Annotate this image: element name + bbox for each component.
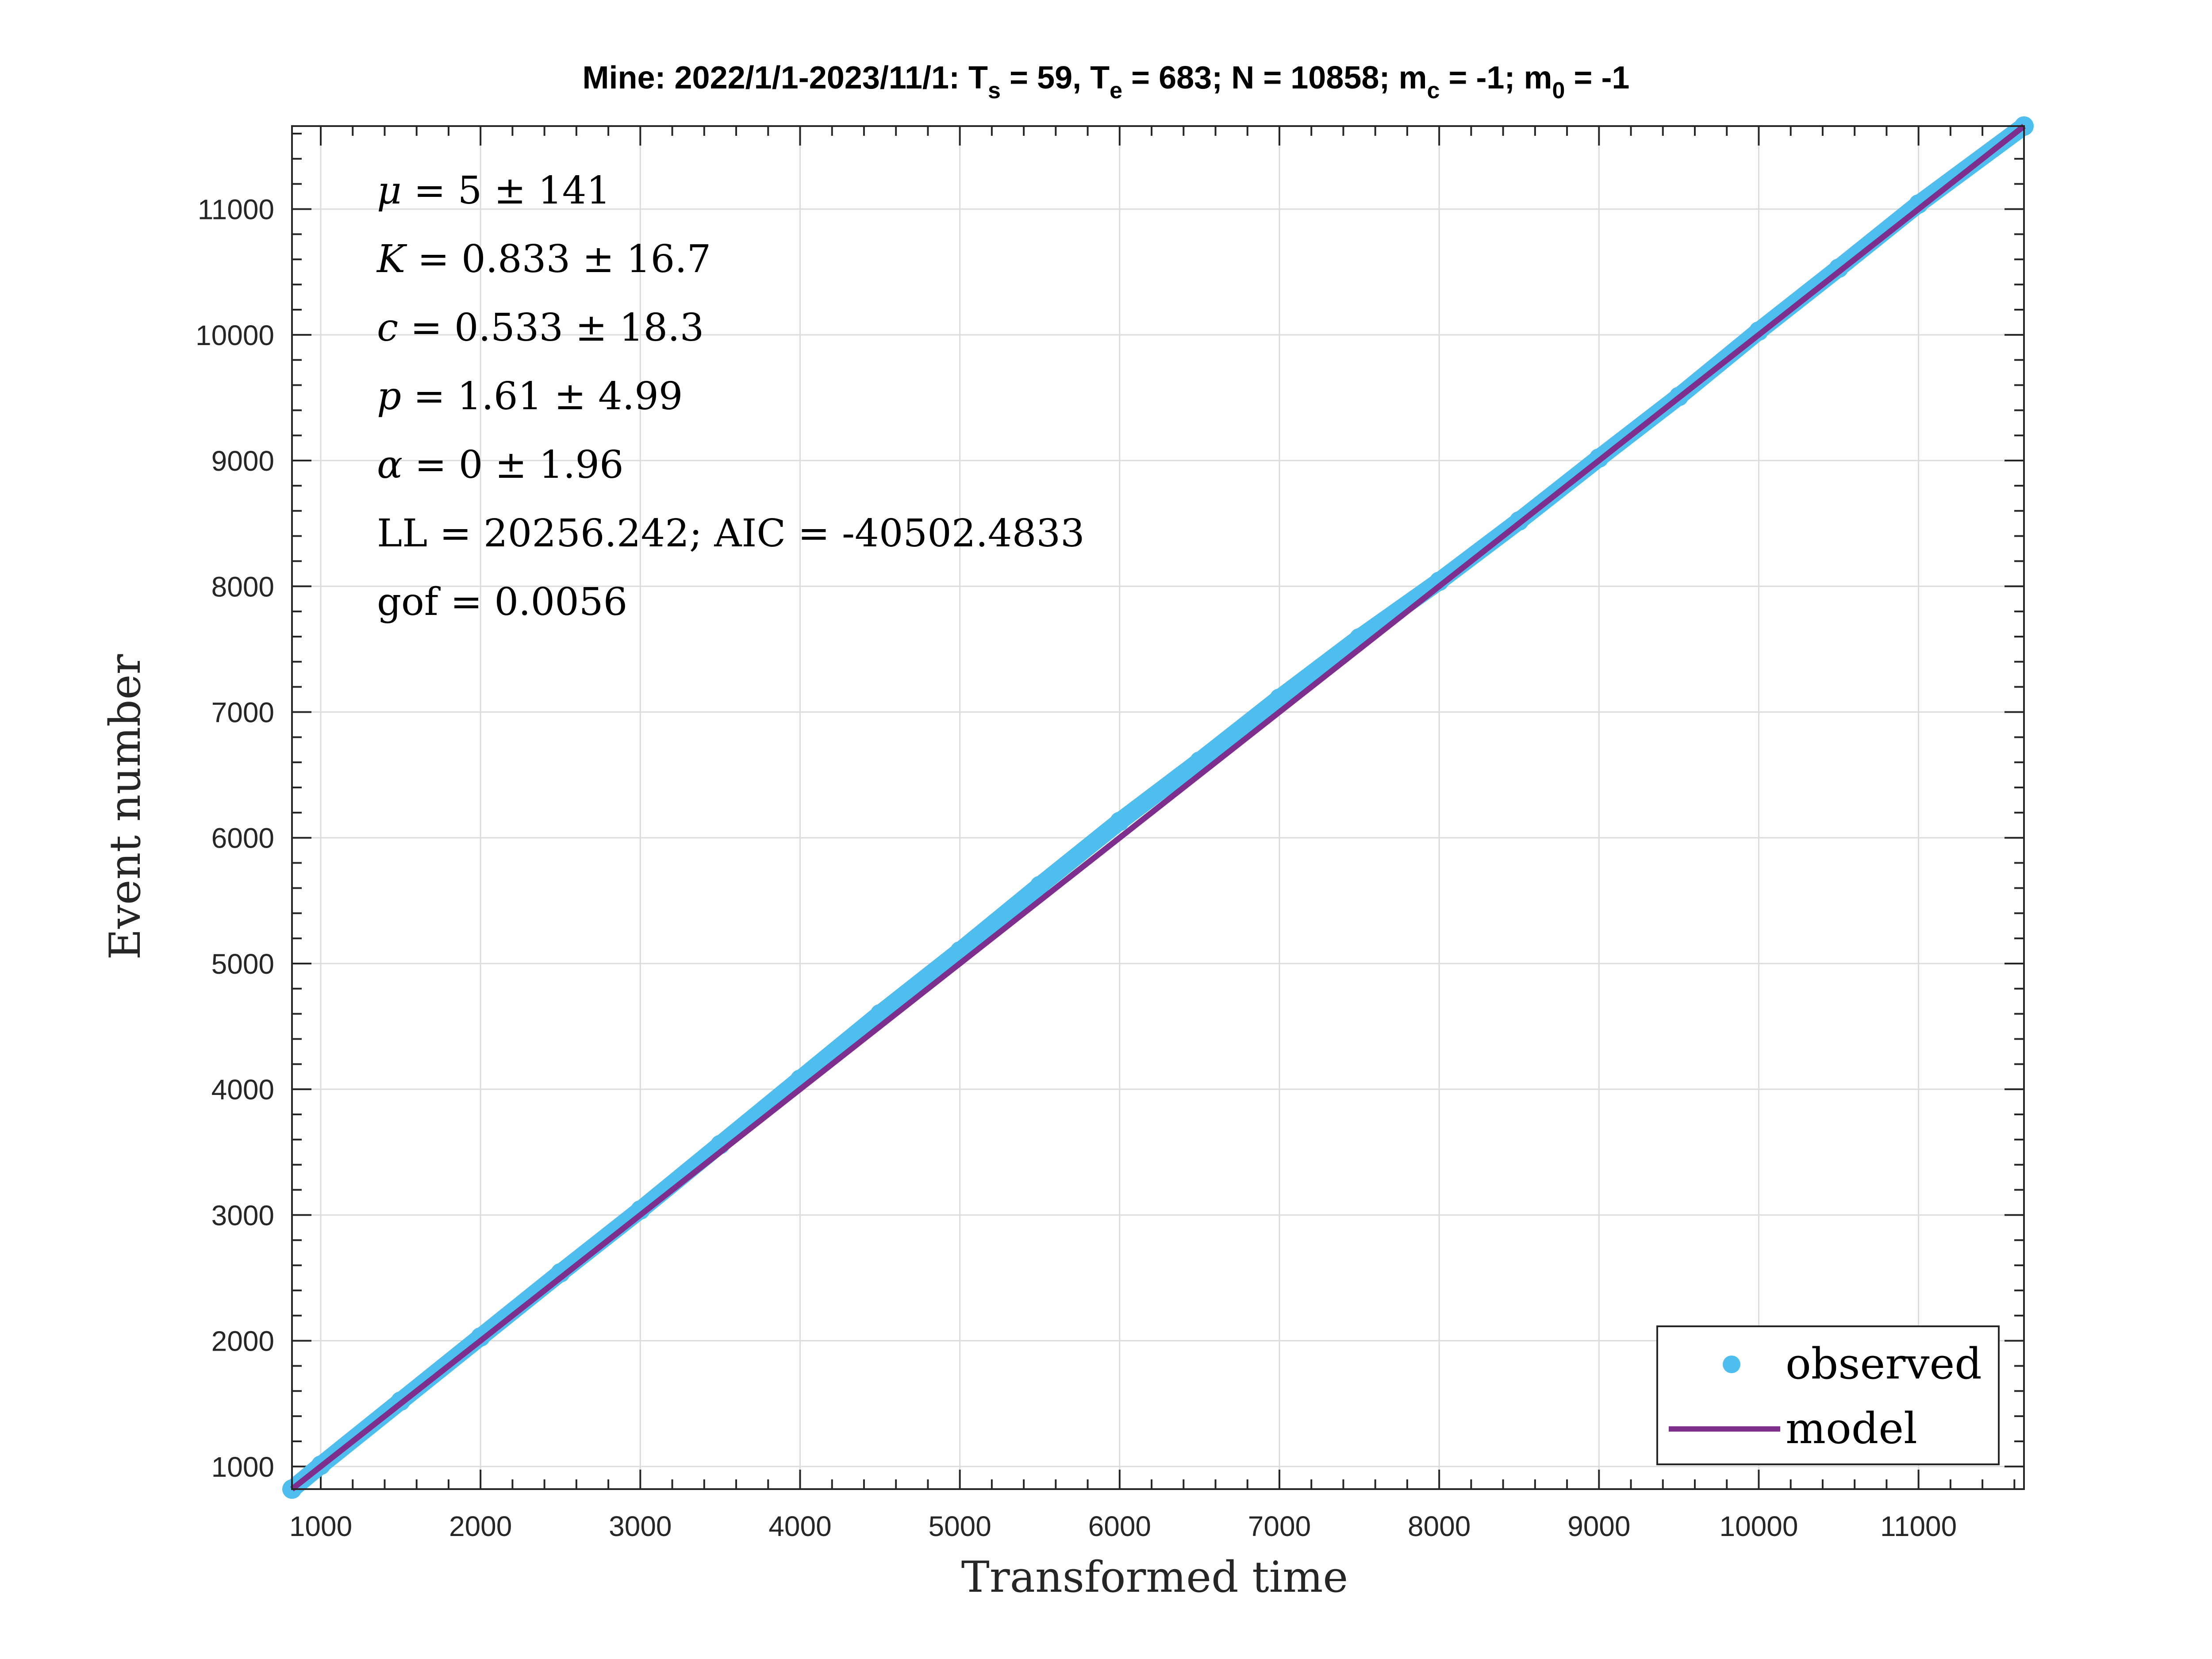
observed-point [550,1263,570,1283]
observed-point [630,1200,650,1220]
legend: observed model [1656,1325,2000,1465]
observed-point [870,1004,890,1024]
y-tick-label: 2000 [211,1325,274,1357]
observed-point [1190,751,1210,771]
annotation-p: p = 1.61 ± 4.99 [377,374,683,419]
legend-observed-label: observed [1786,1339,1982,1389]
annotation-c: c = 0.533 ± 18.3 [377,306,704,350]
observed-point [1269,688,1289,708]
x-tick-label: 7000 [1248,1510,1311,1542]
annotation-ll-aic: LL = 20256.242; AIC = -40502.4833 [377,511,1085,556]
model-line [290,123,2026,1492]
model-series [290,123,2026,1492]
x-tick-label: 5000 [928,1510,991,1542]
x-tick-label: 9000 [1567,1510,1630,1542]
annotation-k: K = 0.833 ± 16.7 [376,237,711,281]
y-tick-label: 1000 [211,1451,274,1483]
annotation-gof: gof = 0.0056 [377,580,627,624]
y-tick-label: 9000 [211,445,274,477]
y-tick-label: 7000 [211,696,274,728]
chart-title: Mine: 2022/1/1-2023/11/1: Ts = 59, Te = … [583,60,1630,104]
annotation-mu: μ = 5 ± 141 [377,169,611,213]
y-tick-label: 8000 [211,571,274,603]
legend-observed-marker [1723,1356,1740,1373]
x-tick-label: 3000 [609,1510,672,1542]
y-tick-label: 11000 [198,194,274,226]
annotation-alpha: α = 0 ± 1.96 [377,443,624,487]
legend-box [1656,1325,2000,1465]
y-tick-label: 3000 [211,1199,274,1231]
y-axis-ticks: 1000 2000 3000 4000 5000 6000 7000 8000 9000 1000… [196,133,2024,1483]
observed-point [1030,876,1050,895]
legend-model-label: model [1786,1404,1917,1453]
x-tick-label: 2000 [449,1510,512,1542]
y-tick-label: 10000 [196,319,274,351]
x-tick-label: 10000 [1719,1510,1798,1542]
x-tick-label: 1000 [289,1510,352,1542]
y-tick-label: 6000 [211,822,274,854]
y-tick-label: 4000 [211,1074,274,1106]
y-axis-label: Event number [100,654,150,960]
plot-frame [291,125,2025,1490]
x-tick-label: 8000 [1408,1510,1471,1542]
x-tick-label: 11000 [1880,1510,1957,1542]
x-tick-label: 4000 [768,1510,831,1542]
x-axis-label: Transformed time [961,1552,1348,1602]
observed-point [1429,571,1449,591]
observed-point [950,941,970,961]
y-tick-label: 5000 [211,948,274,980]
parameter-annotations: μ = 5 ± 141 K = 0.833 ± 16.7 c = 0.533 ±… [376,169,1085,624]
x-tick-label: 6000 [1088,1510,1151,1542]
observed-point [1110,811,1129,831]
observed-point [1909,194,1928,214]
